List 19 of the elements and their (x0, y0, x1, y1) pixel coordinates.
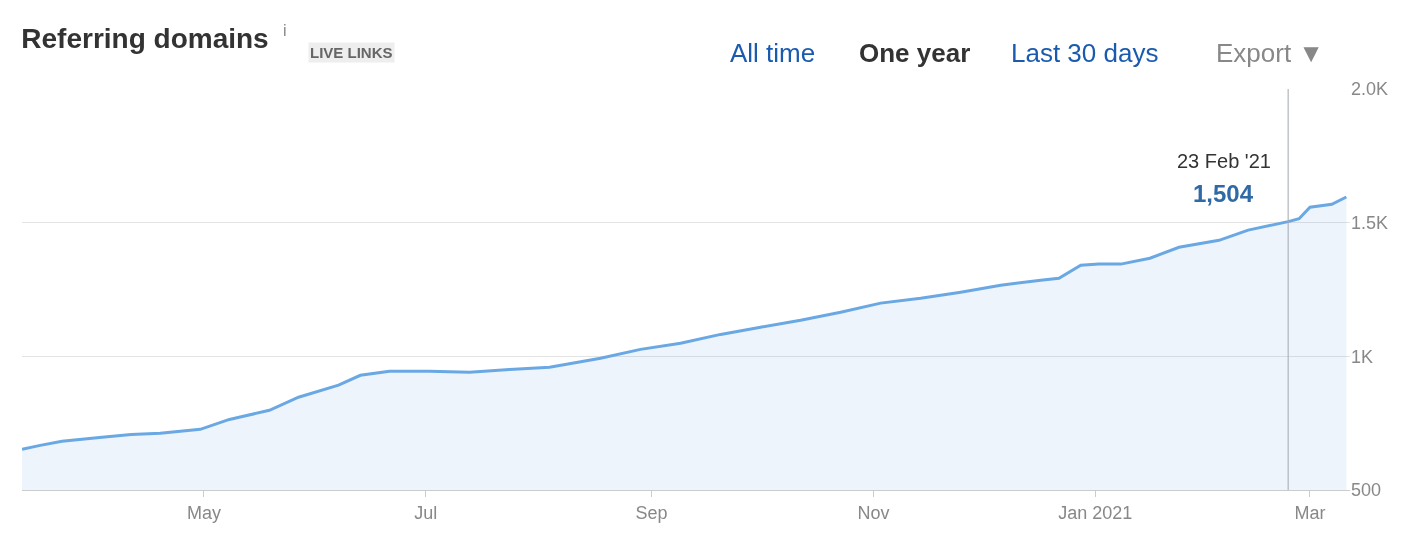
text: Last 30 days (1011, 38, 1159, 68)
text: Export ▼ (1216, 38, 1325, 68)
text: i (283, 22, 287, 39)
x-tick-label: Jul (414, 502, 438, 523)
x-tick-label: Sep (635, 502, 668, 523)
chart-title: Referring domains (21, 22, 269, 54)
y-tick-label: 1.5K (1351, 212, 1389, 233)
text: LIVE LINKS (310, 44, 393, 61)
text: One year (859, 38, 971, 68)
y-tick-label: 500 (1351, 480, 1382, 501)
x-tick-label: May (186, 502, 221, 523)
x-tick-label: Nov (857, 502, 890, 523)
annotation: 1,504 (1193, 180, 1254, 207)
text: All time (730, 38, 816, 68)
x-tick-label: Jan 2021 (1058, 502, 1133, 523)
y-tick-label: 1K (1351, 346, 1374, 367)
annotation: 23 Feb '21 (1177, 150, 1271, 172)
y-tick-label: 2.0K (1351, 79, 1389, 100)
x-tick-label: Mar (1294, 502, 1326, 523)
